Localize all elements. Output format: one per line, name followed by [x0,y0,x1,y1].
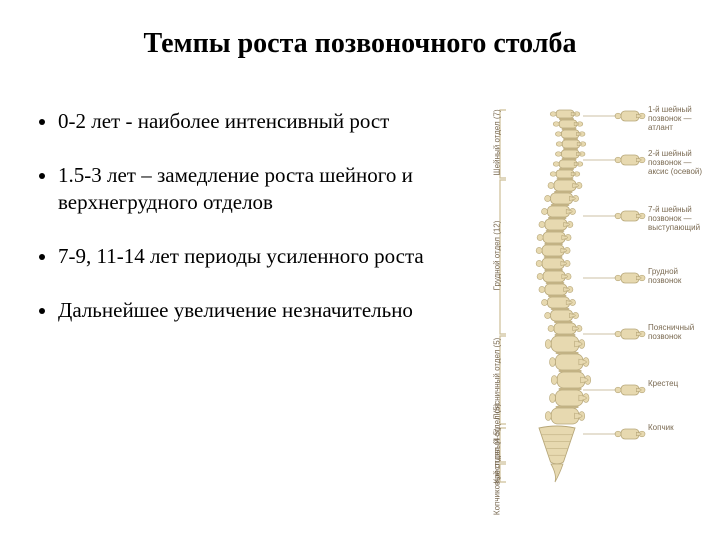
section-label: Шейный отдел (7) [493,88,502,198]
bullet-list: 0-2 лет - наиболее интенсивный рост 1.5-… [36,108,458,351]
callout-label: Крестец [648,380,678,389]
callout-label: Поясничный позвонок [648,324,694,342]
bullet-item: Дальнейшее увеличение незначительно [58,297,458,323]
callout-label: Грудной позвонок [648,268,681,286]
section-label: Грудной отдел (12) [493,201,502,311]
slide: Темпы роста позвоночного столба 0-2 лет … [0,0,720,540]
callout-label: 2-й шейный позвонок — аксис (осевой) [648,150,702,176]
callout-label: 7-й шейный позвонок — выступающий [648,206,700,232]
callout-label: Копчик [648,424,674,433]
bullet-item: 7-9, 11-14 лет периоды усиленного роста [58,243,458,269]
slide-title: Темпы роста позвоночного столба [36,28,684,60]
section-label: Копчиковый отдел (4-5) [493,417,502,527]
bullet-item: 0-2 лет - наиболее интенсивный рост [58,108,458,134]
bullet-item: 1.5-3 лет – замедление роста шейного и в… [58,162,458,215]
spine-figure: Шейный отдел (7)Грудной отдел (12)Поясни… [470,98,700,498]
callout-label: 1-й шейный позвонок — атлант [648,106,692,132]
